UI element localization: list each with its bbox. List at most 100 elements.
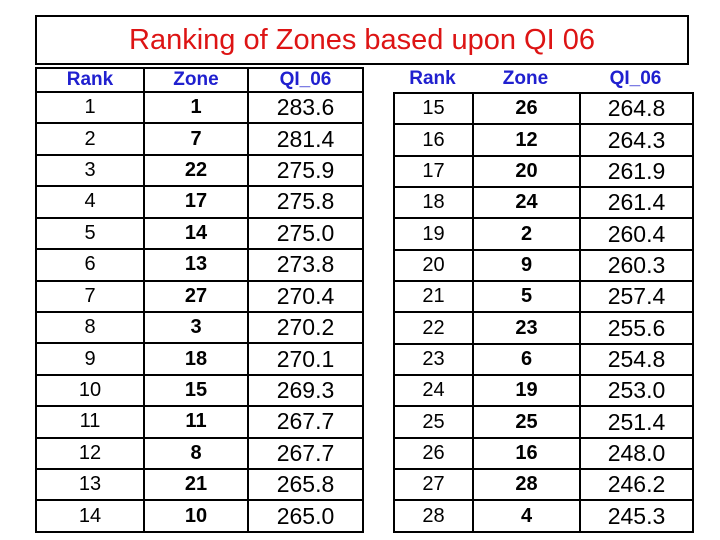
table-row: 13 21 265.8 <box>35 468 364 502</box>
table-row: 1 1 283.6 <box>35 90 364 125</box>
rank-cell: 5 <box>35 216 145 251</box>
rank-cell: 26 <box>393 436 474 471</box>
column-header-zone: Zone <box>502 68 549 89</box>
rank-cell: 23 <box>393 342 474 377</box>
qi-cell: 269.3 <box>247 373 364 408</box>
rank-cell: 15 <box>393 91 474 126</box>
qi-cell: 270.1 <box>247 342 364 376</box>
qi-cell: 246.2 <box>579 468 694 502</box>
column-header-qi: QI_06 <box>609 68 662 89</box>
qi-cell: 275.0 <box>247 216 364 251</box>
slide-title: Ranking of Zones based upon QI 06 <box>129 23 595 56</box>
zone-cell: 14 <box>143 216 249 251</box>
qi-cell: 281.4 <box>247 122 364 156</box>
rank-cell: 7 <box>35 279 145 313</box>
rank-cell: 25 <box>393 405 474 439</box>
table-row: 4 17 275.8 <box>35 185 364 219</box>
table-row: 10 15 269.3 <box>35 373 364 408</box>
zone-cell: 8 <box>143 436 249 471</box>
zone-cell: 27 <box>143 279 249 313</box>
zone-cell: 21 <box>143 468 249 502</box>
qi-cell: 264.3 <box>579 123 694 157</box>
zone-cell: 12 <box>472 123 581 157</box>
table-row: 9 18 270.1 <box>35 342 364 376</box>
qi-cell: 260.4 <box>579 217 694 251</box>
qi-cell: 265.0 <box>247 499 364 533</box>
qi-cell: 255.6 <box>579 311 694 345</box>
right-table-header-row: Rank Zone QI_06 <box>393 67 692 91</box>
table-row: 23 6 254.8 <box>393 342 694 377</box>
zone-cell: 23 <box>472 311 581 345</box>
zone-cell: 17 <box>143 185 249 219</box>
table-row: 24 19 253.0 <box>393 374 694 408</box>
rank-cell: 24 <box>393 374 474 408</box>
ranking-table-right: 15 26 264.8 16 12 264.3 17 20 261.9 18 24 261.4 19 2 2… <box>393 91 694 533</box>
table-row: 2 7 281.4 <box>35 122 364 156</box>
qi-cell: 275.8 <box>247 185 364 219</box>
table-row: 3 22 275.9 <box>35 153 364 188</box>
rank-cell: 14 <box>35 499 145 533</box>
zone-cell: 25 <box>472 405 581 439</box>
table-row: 19 2 260.4 <box>393 217 694 251</box>
rank-cell: 22 <box>393 311 474 345</box>
table-row: 27 28 246.2 <box>393 468 694 502</box>
rank-cell: 27 <box>393 468 474 502</box>
zone-cell: 28 <box>472 468 581 502</box>
rank-cell: 6 <box>35 248 145 282</box>
rank-cell: 2 <box>35 122 145 156</box>
rank-cell: 1 <box>35 90 145 125</box>
table-row: 7 27 270.4 <box>35 279 364 313</box>
rank-cell: 4 <box>35 185 145 219</box>
table-row: 16 12 264.3 <box>393 123 694 157</box>
table-row: 17 20 261.9 <box>393 154 694 189</box>
slide-title-box: Ranking of Zones based upon QI 06 <box>35 15 689 65</box>
table-row: 28 4 245.3 <box>393 499 694 533</box>
zone-cell: 15 <box>143 373 249 408</box>
zone-cell: 19 <box>472 374 581 408</box>
table-row: 25 25 251.4 <box>393 405 694 439</box>
zone-cell: 2 <box>472 217 581 251</box>
table-row: 12 8 267.7 <box>35 436 364 471</box>
column-header-zone: Zone <box>143 67 249 93</box>
zone-cell: 24 <box>472 186 581 220</box>
ranking-table-left: Rank Zone QI_06 1 1 283.6 2 7 281.4 3 22 275.9 4 1… <box>35 67 364 533</box>
rank-cell: 21 <box>393 280 474 314</box>
rank-cell: 9 <box>35 342 145 376</box>
zone-cell: 22 <box>143 153 249 188</box>
rank-cell: 18 <box>393 186 474 220</box>
table-row: 22 23 255.6 <box>393 311 694 345</box>
qi-cell: 248.0 <box>579 436 694 471</box>
zone-cell: 18 <box>143 342 249 376</box>
table-row: 11 11 267.7 <box>35 405 364 439</box>
qi-cell: 264.8 <box>579 91 694 126</box>
qi-cell: 245.3 <box>579 499 694 533</box>
qi-cell: 254.8 <box>579 342 694 377</box>
rank-cell: 17 <box>393 154 474 189</box>
zone-cell: 4 <box>472 499 581 533</box>
rank-cell: 16 <box>393 123 474 157</box>
qi-cell: 265.8 <box>247 468 364 502</box>
qi-cell: 273.8 <box>247 248 364 282</box>
column-header-qi: QI_06 <box>247 67 364 93</box>
zone-cell: 3 <box>143 310 249 345</box>
qi-cell: 275.9 <box>247 153 364 188</box>
rank-cell: 12 <box>35 436 145 471</box>
column-header-rank: Rank <box>35 67 145 93</box>
qi-cell: 257.4 <box>579 280 694 314</box>
table-row: 18 24 261.4 <box>393 186 694 220</box>
table-row: 5 14 275.0 <box>35 216 364 251</box>
column-header-rank: Rank <box>409 68 456 89</box>
table-row: 8 3 270.2 <box>35 310 364 345</box>
qi-cell: 261.9 <box>579 154 694 189</box>
zone-cell: 1 <box>143 90 249 125</box>
rank-cell: 20 <box>393 248 474 283</box>
zone-cell: 26 <box>472 91 581 126</box>
rank-cell: 28 <box>393 499 474 533</box>
qi-cell: 270.2 <box>247 310 364 345</box>
rank-cell: 8 <box>35 310 145 345</box>
zone-cell: 6 <box>472 342 581 377</box>
zone-cell: 5 <box>472 280 581 314</box>
zone-cell: 9 <box>472 248 581 283</box>
qi-cell: 251.4 <box>579 405 694 439</box>
